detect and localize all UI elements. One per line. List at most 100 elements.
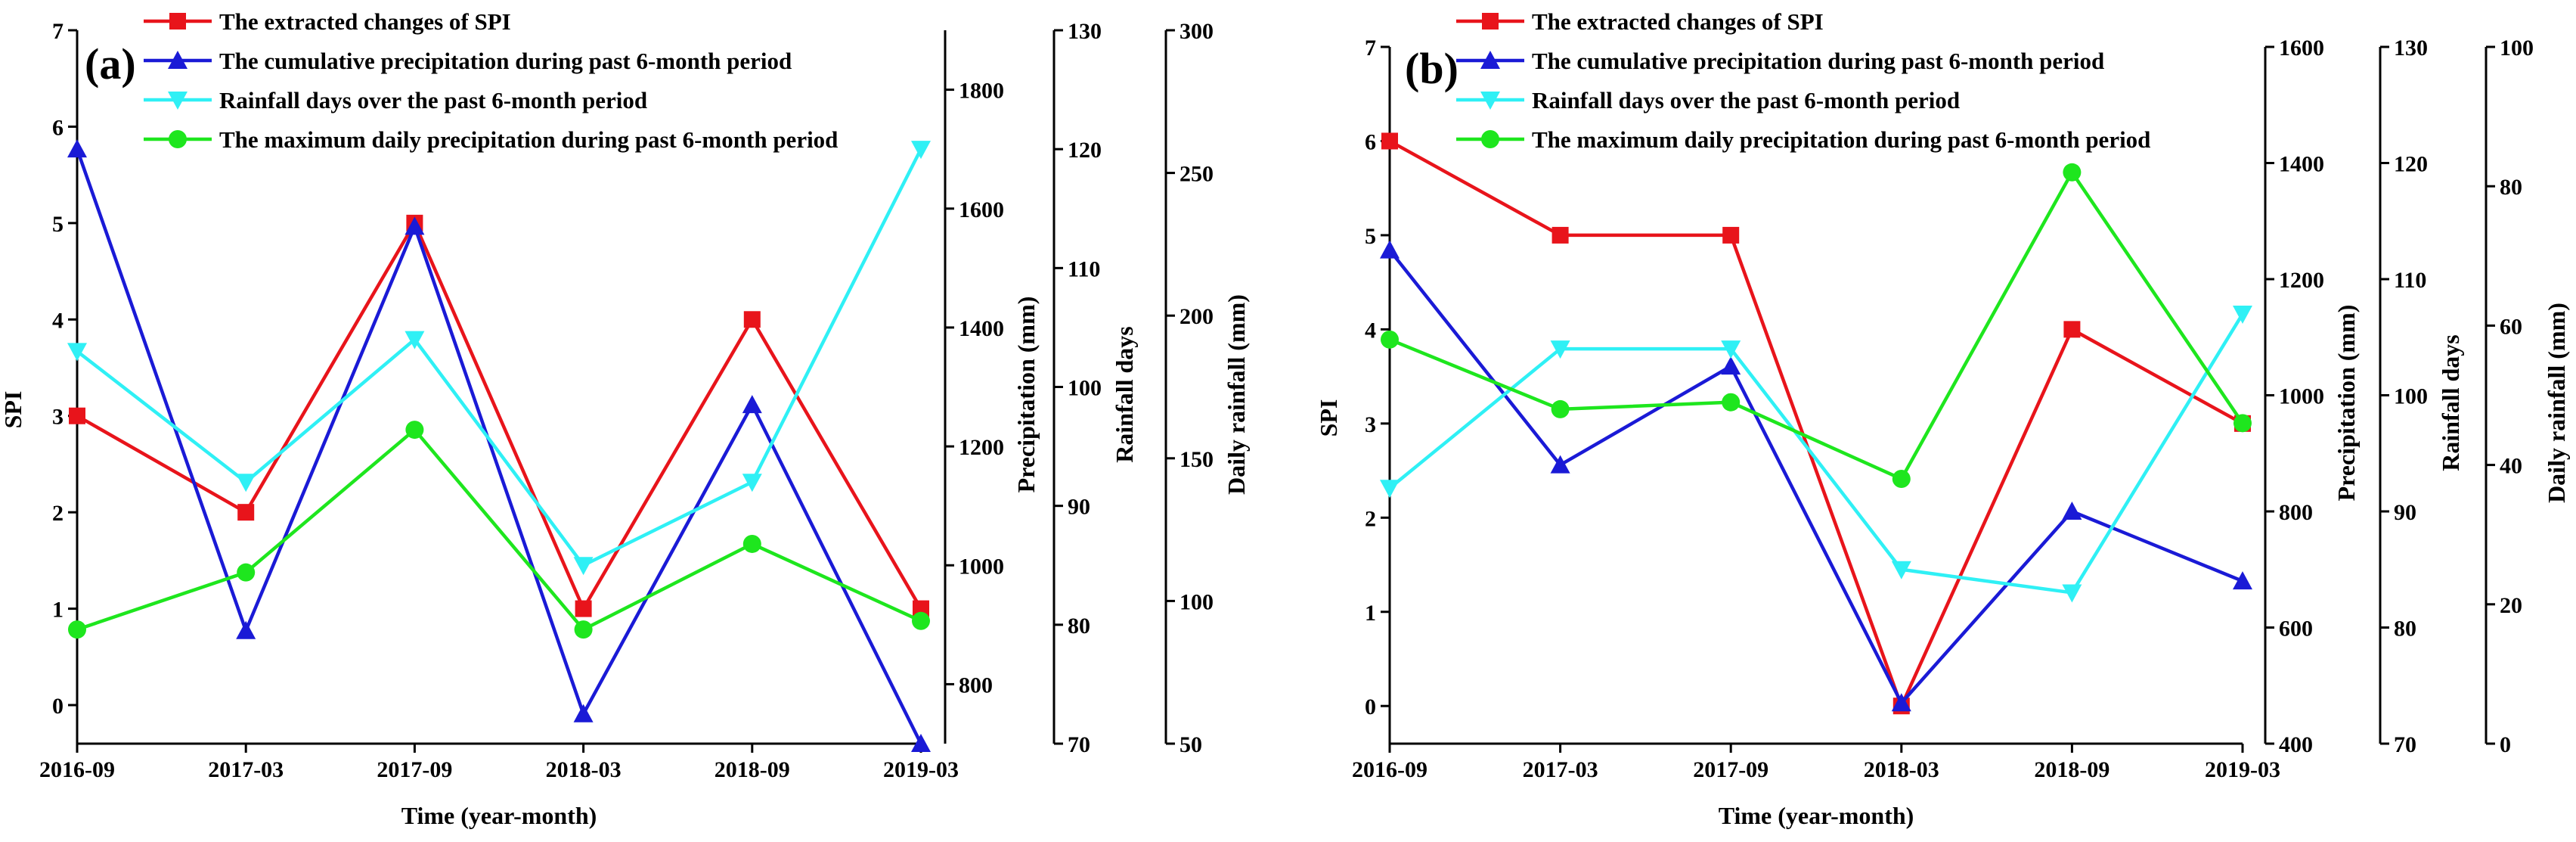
- x-tick-label: 2019-03: [883, 757, 959, 782]
- daily_rain-tick-label: 250: [1180, 162, 1214, 187]
- spi-tick-label: 4: [52, 308, 64, 333]
- legend-label: The maximum daily precipitation during p…: [219, 126, 838, 153]
- rain_days-tick-label: 90: [1068, 495, 1090, 520]
- daily_rain-point: [1892, 470, 1911, 489]
- spi-tick-label: 3: [1365, 412, 1376, 437]
- rain_days-point: [742, 474, 762, 492]
- rain_days-point: [1891, 561, 1911, 579]
- daily_rain-tick-label: 80: [2500, 175, 2522, 200]
- rain_days-tick-label: 110: [1068, 256, 1100, 281]
- rain_days-series-line: [1388, 312, 2244, 595]
- legend-label: The maximum daily precipitation during p…: [1532, 126, 2150, 153]
- rain_days-point: [67, 343, 87, 362]
- x-tick-label: 2017-09: [1693, 757, 1768, 782]
- precip-tick-label: 400: [2279, 732, 2313, 757]
- spi-tick-label: 7: [52, 19, 64, 44]
- spi-tick-label: 5: [52, 212, 64, 237]
- legend-marker: [1480, 92, 1500, 110]
- spi-point: [237, 504, 255, 521]
- spi-point: [743, 311, 761, 328]
- daily_rain-axis-label: Daily rainfall (mm): [2543, 303, 2570, 503]
- rain_days-point: [1380, 480, 1400, 499]
- daily_rain-point: [2063, 163, 2082, 182]
- daily_rain-point: [742, 534, 761, 553]
- legend-label: The cumulative precipitation during past…: [1532, 48, 2104, 74]
- x-tick-label: 2017-03: [1523, 757, 1598, 782]
- daily_rain-point: [574, 620, 593, 639]
- precip-tick-label: 1400: [2279, 152, 2324, 177]
- spi-tick-label: 2: [52, 501, 64, 526]
- precip-tick-label: 1200: [959, 435, 1004, 460]
- precip-series-line: [75, 148, 923, 745]
- daily_rain-axis-label: Daily rainfall (mm): [1223, 294, 1250, 495]
- daily_rain-point: [912, 611, 930, 630]
- daily_rain-point: [68, 620, 86, 639]
- spi-point: [69, 407, 85, 424]
- spi-axis-label: SPI: [1315, 399, 1342, 437]
- spi-point: [913, 600, 929, 617]
- daily_rain-series-line: [1389, 170, 2244, 481]
- spi-tick-label: 5: [1365, 224, 1376, 249]
- precip-axis-label: Precipitation (mm): [2333, 305, 2360, 502]
- rain_days-point: [1721, 340, 1741, 359]
- spi-point: [575, 600, 592, 617]
- x-tick-label: 2019-03: [2205, 757, 2280, 782]
- legend-entry-spi: The extracted changes of SPI: [144, 8, 511, 35]
- x-tick-label: 2016-09: [1352, 757, 1427, 782]
- spi-tick-label: 1: [52, 598, 64, 623]
- precip-point: [2233, 571, 2252, 590]
- daily_rain-point: [1722, 393, 1741, 412]
- legend-marker: [1481, 130, 1499, 148]
- x-tick-label: 2018-09: [715, 757, 790, 782]
- spi-tick-label: 6: [1365, 129, 1376, 154]
- precip-tick-label: 1800: [959, 79, 1004, 104]
- legend-entry-daily_rain: The maximum daily precipitation during p…: [1456, 126, 2150, 153]
- legend-entry-daily_rain: The maximum daily precipitation during p…: [144, 126, 838, 153]
- rain_days-tick-label: 100: [1068, 376, 1102, 401]
- precip-tick-label: 1600: [959, 197, 1004, 222]
- x-tick-label: 2018-09: [2034, 757, 2109, 782]
- daily_rain-tick-label: 20: [2500, 593, 2522, 618]
- legend-label: The extracted changes of SPI: [1532, 8, 1824, 35]
- x-tick-label: 2016-09: [39, 757, 115, 782]
- spi-tick-label: 0: [52, 694, 64, 719]
- legend-marker: [1480, 51, 1500, 69]
- spi-tick-label: 7: [1365, 36, 1376, 61]
- precip-tick-label: 800: [2279, 500, 2313, 525]
- precip-tick-label: 800: [959, 673, 993, 698]
- panel-b: 0 1 2 3 4 5 6 7 SPI 2016-09 2017-03 2017-09 2018-03 2…: [1315, 8, 2570, 829]
- spi-tick-label: 3: [52, 405, 64, 430]
- panel-label: (b): [1405, 44, 1458, 93]
- precip-point: [1550, 455, 1570, 474]
- spi-point: [1722, 226, 1740, 244]
- rain_days-tick-label: 80: [1068, 614, 1090, 638]
- legend-label: The extracted changes of SPI: [219, 8, 511, 35]
- rain_days-tick-label: 130: [2394, 36, 2428, 61]
- x-axis-label: Time (year-month): [401, 802, 597, 829]
- rain_days-tick-label: 100: [2394, 384, 2428, 409]
- rain_days-tick-label: 70: [1068, 732, 1090, 757]
- precip-point: [1721, 356, 1741, 375]
- precip-tick-label: 1000: [2279, 384, 2324, 409]
- spi-series-line: [1388, 139, 2244, 708]
- daily_rain-point: [1551, 399, 1570, 418]
- spi-axis-label: SPI: [0, 391, 26, 429]
- precip-axis-label: Precipitation (mm): [1012, 297, 1040, 493]
- rain_days-point: [1550, 340, 1570, 359]
- x-tick-label: 2017-09: [377, 757, 452, 782]
- daily_rain-tick-label: 300: [1180, 19, 1214, 44]
- precip-point: [1380, 240, 1400, 259]
- rain_days-tick-label: 120: [2394, 152, 2428, 177]
- rain_days-tick-label: 80: [2394, 617, 2416, 642]
- legend-entry-rain_days: Rainfall days over the past 6-month peri…: [144, 87, 647, 113]
- daily_rain-tick-label: 0: [2500, 732, 2511, 757]
- spi-tick-label: 4: [1365, 318, 1376, 343]
- precip-point: [742, 395, 762, 414]
- spi-tick-label: 1: [1365, 601, 1376, 626]
- rain_days-axis-label: Rainfall days: [1111, 326, 1138, 462]
- precip-point: [2062, 502, 2082, 520]
- daily_rain-tick-label: 50: [1180, 732, 1202, 757]
- spi-point: [1551, 226, 1569, 244]
- spi-tick-label: 0: [1365, 694, 1376, 719]
